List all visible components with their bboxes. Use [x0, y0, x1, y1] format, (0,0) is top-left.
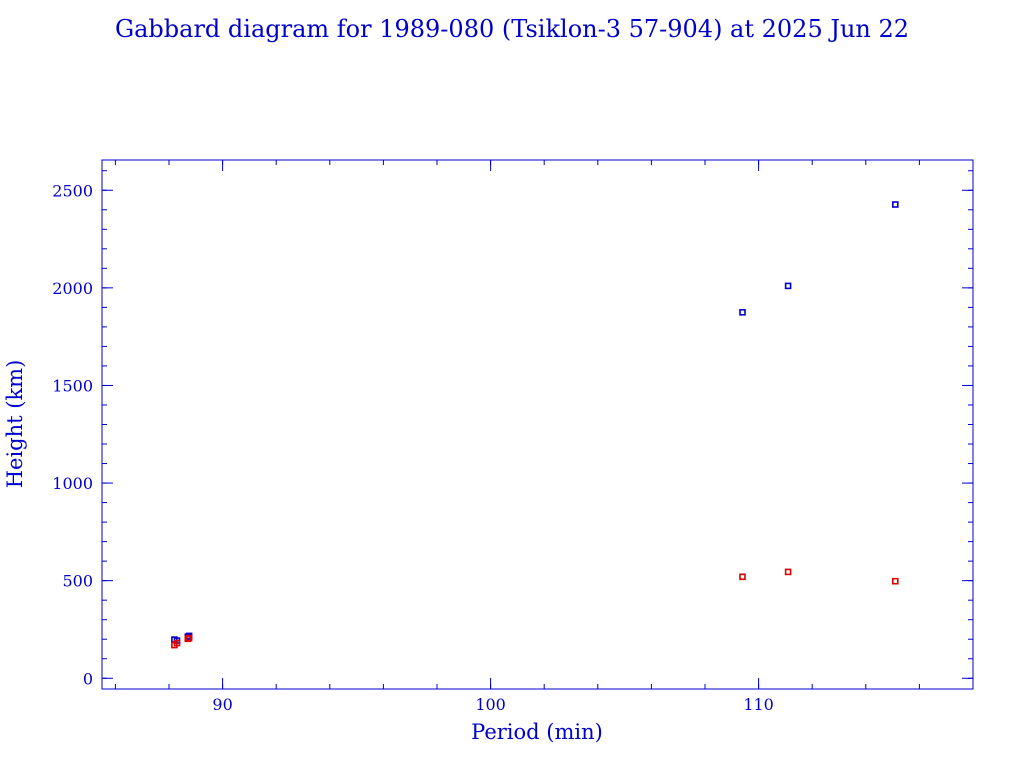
x-tick-label: 100	[475, 695, 506, 714]
perigee-point	[173, 639, 181, 647]
apogee-point	[784, 282, 792, 290]
perigee-point	[739, 573, 746, 581]
apogee-point	[739, 308, 746, 316]
x-axis-label: Period (min)	[471, 720, 603, 744]
tick-labels: 90 100 110 0 500 1000 1500 2000 2500	[52, 181, 774, 714]
x-tick-label: 110	[743, 695, 774, 714]
y-axis-label: Height (km)	[3, 360, 27, 489]
y-tick-label: 500	[62, 572, 93, 591]
chart-title: Gabbard diagram for 1989-080 (Tsiklon-3 …	[115, 15, 909, 43]
x-tick-label: 90	[212, 695, 232, 714]
perigee-point	[784, 568, 792, 576]
y-tick-label: 1500	[52, 376, 93, 395]
plot-frame	[101, 159, 974, 690]
y-tick-label: 2500	[52, 181, 93, 200]
perigee-point	[891, 577, 899, 585]
y-tick-label: 2000	[52, 279, 93, 298]
data-markers	[171, 201, 899, 649]
perigee-point	[185, 634, 193, 642]
y-tick-label: 1000	[52, 474, 93, 493]
apogee-point	[891, 201, 899, 208]
y-tick-label: 0	[83, 669, 93, 688]
axis-ticks	[102, 160, 974, 689]
